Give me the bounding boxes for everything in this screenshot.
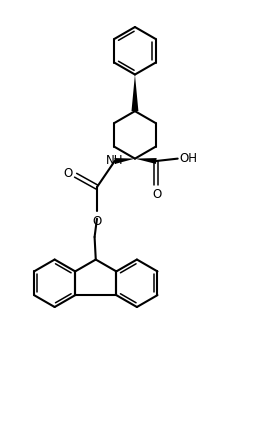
Text: O: O xyxy=(92,215,102,228)
Polygon shape xyxy=(114,158,135,164)
Text: O: O xyxy=(153,188,162,201)
Text: O: O xyxy=(63,167,73,180)
Text: NH: NH xyxy=(106,155,124,168)
Polygon shape xyxy=(135,158,157,164)
Polygon shape xyxy=(132,75,138,111)
Text: OH: OH xyxy=(180,152,198,165)
